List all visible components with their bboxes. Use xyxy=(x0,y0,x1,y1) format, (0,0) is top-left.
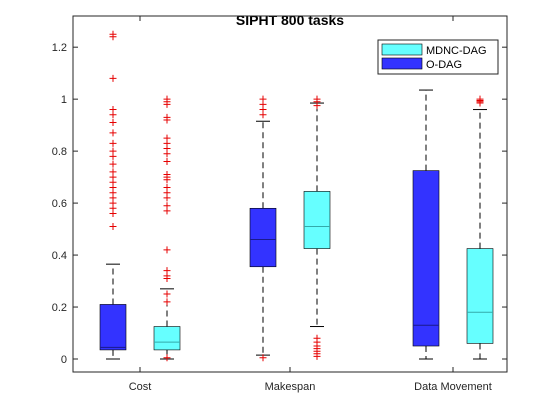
box-mdnc-dag-data-movement xyxy=(466,95,494,360)
legend-swatch-mdnc-dag xyxy=(381,43,423,56)
y-tick-label: 1.2 xyxy=(52,42,67,54)
outlier-marker xyxy=(259,111,267,119)
outlier-marker xyxy=(313,102,321,110)
box-iqr xyxy=(99,304,127,351)
box-iqr xyxy=(153,326,181,351)
legend-swatch-o-dag xyxy=(381,57,423,70)
y-tick-label: 0 xyxy=(61,354,67,366)
outlier-marker xyxy=(109,129,117,137)
box-iqr xyxy=(303,191,331,249)
outlier-marker xyxy=(163,290,171,298)
x-tick-label: Makespan xyxy=(265,381,316,393)
outlier-marker xyxy=(109,152,117,160)
outlier-marker xyxy=(109,209,117,217)
outlier-marker xyxy=(163,150,171,158)
outlier-marker xyxy=(163,100,171,108)
outlier-marker xyxy=(109,119,117,127)
outlier-marker xyxy=(109,111,117,119)
box-o-dag-data-movement xyxy=(412,89,440,360)
y-tick-label: 0.6 xyxy=(52,198,67,210)
box-iqr xyxy=(466,248,494,344)
outlier-marker xyxy=(163,116,171,124)
outlier-marker xyxy=(313,352,321,360)
box-mdnc-dag-makespan xyxy=(303,95,331,360)
outlier-marker xyxy=(163,194,171,202)
outlier-marker xyxy=(109,74,117,82)
outlier-marker xyxy=(109,160,117,168)
box-o-dag-makespan xyxy=(249,95,277,362)
box-mdnc-dag-cost xyxy=(153,95,181,362)
y-tick-label: 1 xyxy=(61,94,67,106)
outlier-marker xyxy=(163,246,171,254)
legend-label-o-dag: O-DAG xyxy=(426,59,462,71)
outlier-marker xyxy=(163,274,171,282)
box-o-dag-cost xyxy=(99,30,127,360)
y-tick-label: 0.8 xyxy=(52,146,67,158)
outlier-marker xyxy=(476,99,484,107)
legend: MDNC-DAG O-DAG xyxy=(377,39,499,75)
legend-label-mdnc-dag: MDNC-DAG xyxy=(426,45,487,57)
outlier-marker xyxy=(109,139,117,147)
outlier-marker xyxy=(163,298,171,306)
plot-area: 0 0.2 0.4 0.6 0.8 1 1.2 Cost Makespan Data Moveme… xyxy=(52,16,507,393)
outlier-marker xyxy=(259,354,267,362)
axes-frame xyxy=(72,15,508,373)
y-tick-label: 0.2 xyxy=(52,302,67,314)
box-iqr xyxy=(412,170,440,347)
y-tick-label: 0.4 xyxy=(52,250,67,262)
outlier-marker xyxy=(163,176,171,184)
x-tick-label: Cost xyxy=(129,381,152,393)
x-tick-label: Data Movement xyxy=(414,381,492,393)
outlier-marker xyxy=(163,158,171,166)
outlier-marker xyxy=(163,207,171,215)
outlier-marker xyxy=(163,354,171,362)
outlier-marker xyxy=(109,222,117,230)
outlier-marker xyxy=(109,33,117,41)
box-iqr xyxy=(249,207,277,268)
